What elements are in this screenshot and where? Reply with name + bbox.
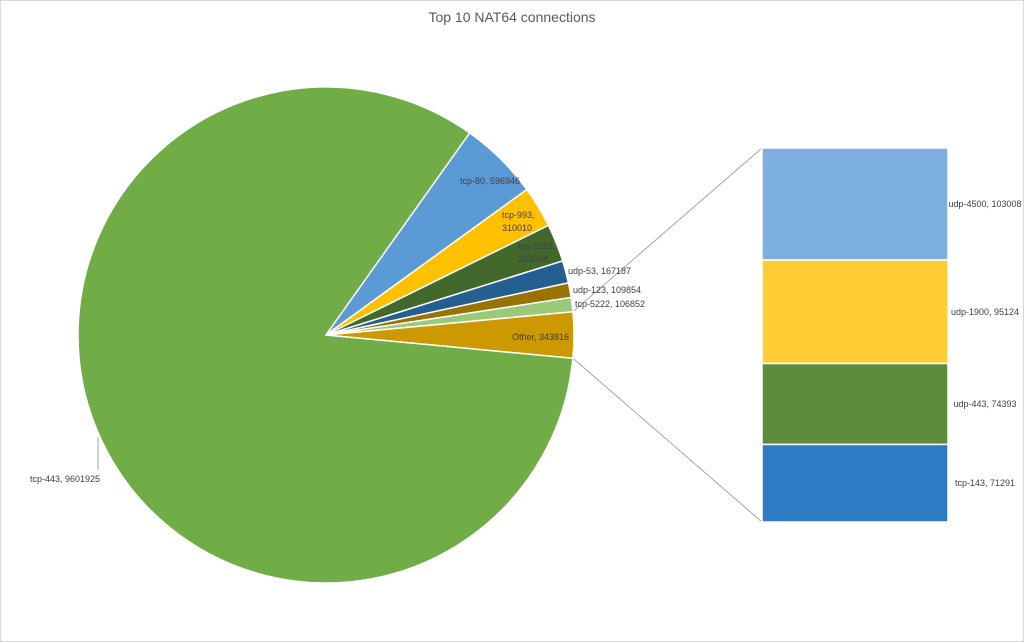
connector-line-bottom [572, 357, 763, 523]
data-label-udp-443: udp-443, 74393 [953, 399, 1016, 409]
data-label-udp-4500: udp-4500, 103008 [948, 199, 1021, 209]
connector-line-top [572, 147, 763, 313]
pie-slice-tcp-443 [77, 86, 574, 584]
pie-slices [77, 86, 575, 584]
data-label-tcp-143: tcp-143, 71291 [955, 478, 1015, 488]
data-labels: tcp-443, 9601925 tcp-80, 596946 tcp-993, 31… [30, 176, 1022, 488]
data-label-tcp-443: tcp-443, 9601925 [30, 474, 100, 484]
bar-segment-udp-4500 [761, 147, 949, 261]
pie-slice-other [325, 310, 575, 360]
data-label-udp-1900: udp-1900, 95124 [951, 307, 1019, 317]
bar-segment-udp-443 [761, 362, 949, 446]
data-label-tcp-80: tcp-80, 596946 [460, 176, 520, 186]
data-label-tcp-5222: tcp-5222, 106852 [575, 299, 645, 309]
data-label-udp-53: udp-53, 167187 [568, 266, 631, 276]
data-label-tcp-5223: tcp-5223, 283808 [518, 241, 556, 264]
connector-lines [572, 147, 763, 523]
secondary-bar [761, 147, 949, 523]
data-label-other: Other, 343816 [512, 332, 569, 342]
data-label-udp-123: udp-123, 109854 [573, 285, 641, 295]
chart-title: Top 10 NAT64 connections [428, 9, 596, 25]
data-label-tcp-993: tcp-993, 310010 [502, 210, 535, 233]
bar-segment-udp-1900 [761, 259, 949, 365]
bar-segment-tcp-143 [761, 443, 949, 523]
